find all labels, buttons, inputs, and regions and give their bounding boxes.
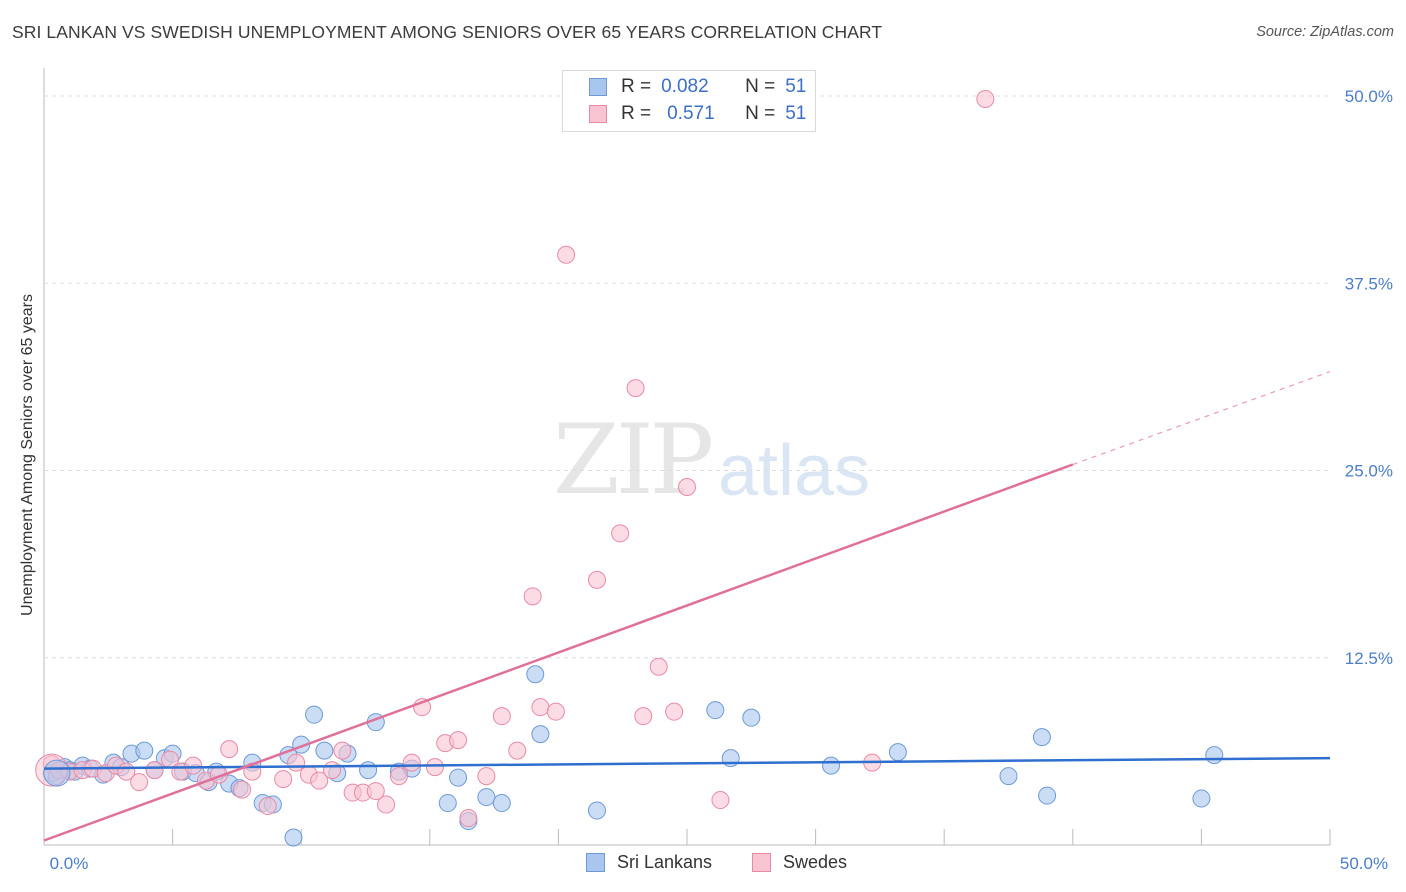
- sri-lankans-point: [822, 756, 841, 775]
- sri-lankans-point: [888, 743, 907, 762]
- correlation-legend: R = 0.082 N = 51 R = 0.571 N = 51: [562, 70, 816, 132]
- swedes-point: [976, 89, 995, 108]
- swedes-point: [145, 761, 164, 780]
- legend-item-sri-lankans[interactable]: Sri Lankans: [586, 852, 712, 873]
- watermark-zip: ZIP: [553, 404, 714, 516]
- source-label: Source: ZipAtlas.com: [1256, 24, 1394, 40]
- swedes-point: [449, 731, 468, 750]
- swedes-point: [220, 740, 239, 759]
- swedes-point: [366, 782, 385, 801]
- swedes-point: [587, 570, 606, 589]
- chart-title: SRI LANKAN VS SWEDISH UNEMPLOYMENT AMONG…: [12, 22, 883, 42]
- sri-lankans-point: [315, 741, 334, 760]
- sri-lankans-trend-line: [43, 756, 1331, 770]
- swedes-point: [274, 770, 293, 789]
- sri-lankans-point: [1192, 789, 1211, 808]
- sri-lankans-point: [135, 741, 154, 760]
- sri-lankans-point: [477, 788, 496, 807]
- swedes-point: [634, 707, 653, 726]
- y-tick-label: 50.0%: [1345, 87, 1393, 106]
- sri-lankans-point: [492, 794, 511, 813]
- sri-lankans-point: [999, 767, 1018, 786]
- sri-lankans-point: [1205, 746, 1224, 765]
- swedes-point: [333, 741, 352, 760]
- sri-lankans-point: [284, 828, 303, 847]
- sri-lankans-point: [531, 725, 550, 744]
- legend-swatch-sri-lankans: [586, 853, 605, 872]
- swedes-point: [508, 741, 527, 760]
- series-legend: Sri Lankans Swedes: [0, 852, 1406, 878]
- legend-n-label: N =: [745, 76, 776, 97]
- y-tick-label: 37.5%: [1345, 274, 1393, 293]
- legend-row-sri-lankans: R = 0.082 N = 51: [563, 74, 806, 100]
- swedes-point: [459, 809, 478, 828]
- swedes-point: [377, 795, 396, 814]
- legend-r-value: 0.082: [661, 76, 709, 97]
- swedes-point: [678, 477, 696, 496]
- legend-label-swedes: Swedes: [783, 852, 848, 872]
- swedes-point: [626, 379, 645, 398]
- swedes-point: [130, 773, 149, 792]
- x-tick-label: 50.0%: [1340, 854, 1388, 873]
- swedes-point: [477, 767, 496, 786]
- swedes-point: [402, 753, 421, 772]
- legend-r-value: 0.571: [667, 103, 715, 124]
- sri-lankans-point: [587, 801, 606, 820]
- legend-n-label: N =: [745, 103, 776, 124]
- y-tick-label: 25.0%: [1345, 462, 1393, 481]
- swedes-point: [711, 791, 730, 810]
- legend-swatch-swedes: [589, 105, 607, 123]
- y-tick-label: 12.5%: [1345, 649, 1393, 668]
- swedes-point: [649, 657, 668, 676]
- legend-r-label: R =: [621, 103, 652, 124]
- sri-lankans-point: [706, 701, 725, 720]
- sri-lankans-point: [742, 708, 761, 727]
- swedes-point: [233, 780, 252, 799]
- sri-lankans-point: [1032, 728, 1051, 747]
- legend-row-swedes: R = 0.571 N = 51: [563, 101, 806, 127]
- swedes-point: [523, 587, 542, 606]
- sri-lankans-point: [526, 665, 545, 684]
- swedes-point: [665, 702, 684, 721]
- swedes-point: [258, 797, 277, 816]
- sri-lankans-point: [449, 768, 468, 787]
- sri-lankans-point: [359, 761, 378, 780]
- legend-label-sri-lankans: Sri Lankans: [617, 852, 713, 872]
- legend-r-label: R =: [621, 76, 652, 97]
- swedes-point: [184, 756, 203, 775]
- legend-item-swedes[interactable]: Swedes: [752, 852, 847, 873]
- swedes-point: [389, 767, 408, 786]
- swedes-point: [287, 753, 306, 772]
- swedes-point: [323, 761, 342, 780]
- swedes-point: [546, 702, 565, 721]
- sri-lankans-point: [438, 794, 457, 813]
- legend-n-value: 51: [785, 76, 807, 97]
- swedes-point: [531, 698, 550, 717]
- swedes-point: [557, 245, 576, 264]
- swedes-point: [611, 524, 630, 543]
- legend-swatch-sri-lankans: [589, 78, 607, 96]
- legend-n-value: 51: [785, 103, 807, 124]
- sri-lankans-point: [305, 705, 324, 724]
- swedes-trend-extension: [1072, 371, 1331, 466]
- swedes-point: [425, 758, 444, 777]
- swedes-trend-line: [43, 463, 1074, 842]
- swedes-point: [492, 707, 511, 726]
- legend-swatch-swedes: [752, 853, 771, 872]
- swedes-point: [310, 771, 329, 790]
- sri-lankans-point: [1038, 786, 1057, 805]
- x-tick-label: 0.0%: [50, 854, 89, 873]
- sri-lankans-cluster-point: [43, 759, 71, 787]
